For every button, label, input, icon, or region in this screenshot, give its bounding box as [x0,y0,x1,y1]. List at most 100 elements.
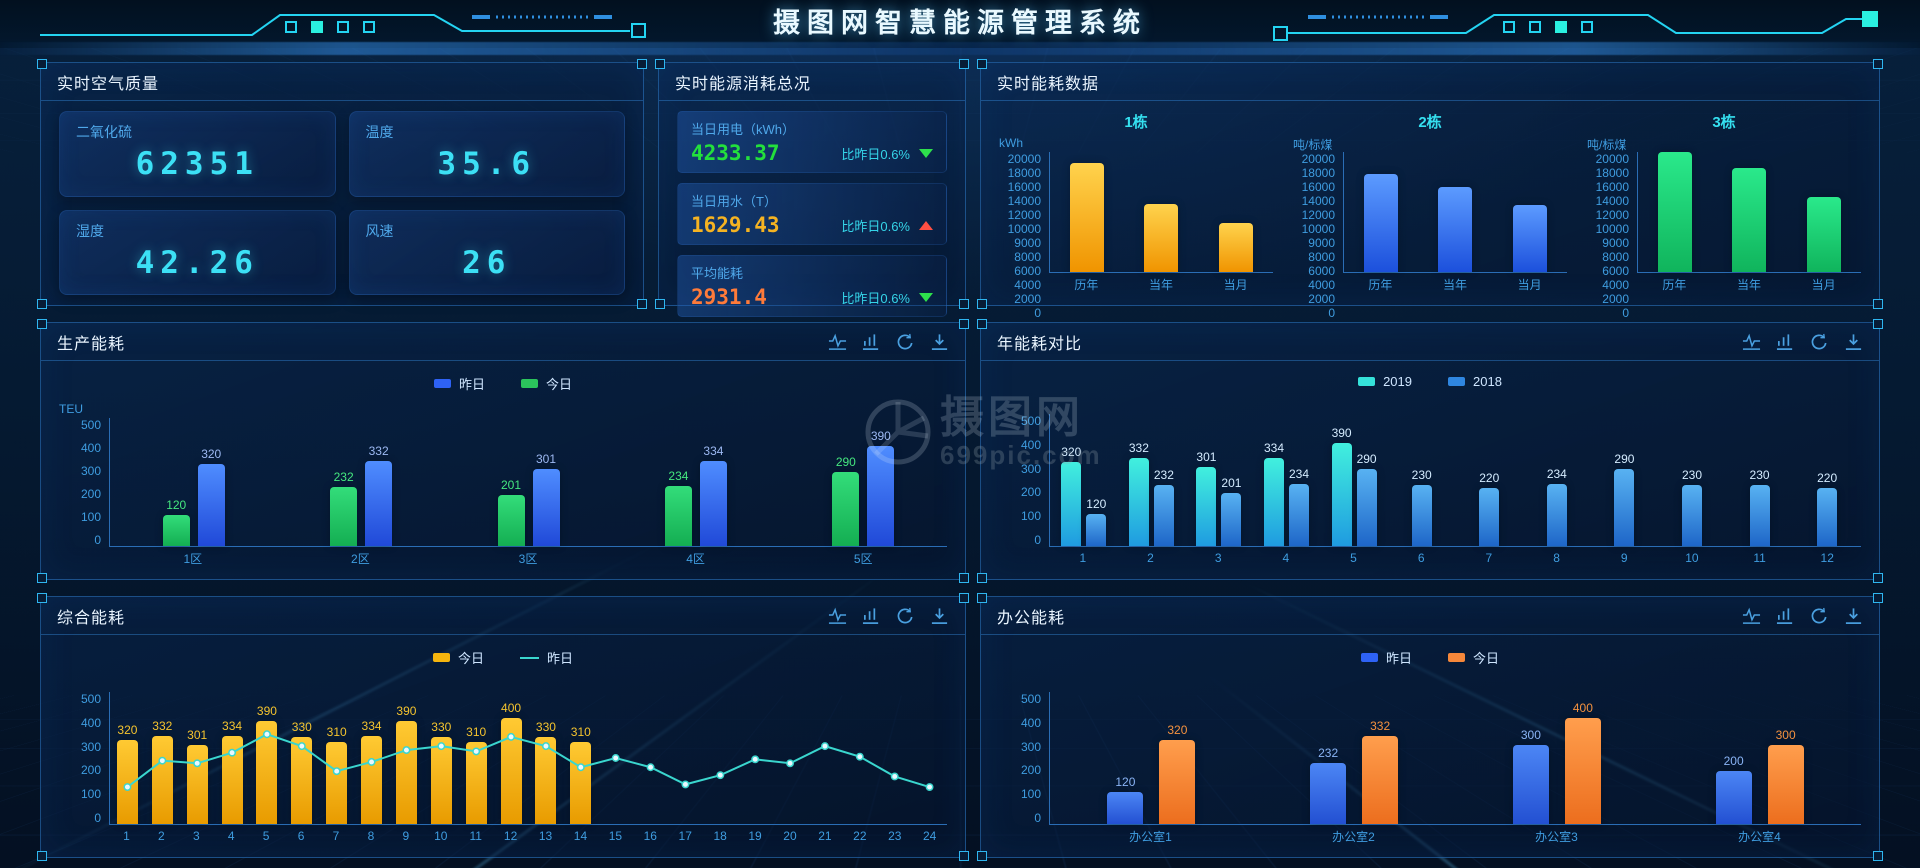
bar-chart-icon[interactable] [862,607,881,625]
bar-value-label: 201 [1221,475,1242,490]
y-axis-unit: TEU [59,402,83,416]
refresh-icon[interactable] [896,333,915,351]
bar: 232 [1154,468,1174,546]
legend-item[interactable]: 昨日 [433,374,485,393]
chart-office-energy: 昨日 今日 500 400 300 200 100 0 120 320 232 332 300 400 20… [999,645,1861,847]
stat-value: 4233.37 [691,141,780,165]
bar-value-label: 234 [668,469,689,484]
bar: 334 [1264,441,1284,546]
legend-swatch [521,379,538,388]
panel-title: 实时能源消耗总况 [675,75,812,93]
line-chart-icon[interactable] [828,607,847,625]
bar: 332 [1362,719,1399,824]
bar: 220 [1817,471,1837,546]
legend-swatch [1360,653,1378,662]
bar: 310 [326,725,348,824]
legend-item[interactable]: 今日 [521,374,572,393]
bar-value-label: 390 [1331,426,1352,441]
air-card-wind-speed: 风速 26 [348,209,625,295]
bar: 300 [1767,728,1804,824]
panel-air-quality: 实时空气质量 二氧化硫 62351 温度 35.6 湿度 42.26 风速 26 [37,59,647,306]
legend-item[interactable]: 昨日 [1360,648,1412,667]
legend-swatch [520,656,539,659]
bar: 301 [1196,450,1216,546]
x-axis-labels: 1 2 3 4 5 6 7 8 9 10 11 12 13 14 15 16 17 18 19 20 21 22 23 24 [123,829,937,843]
refresh-icon[interactable] [1810,607,1829,625]
chart-composite-energy: 今日 昨日 500 400 300 200 100 0 320 332 301 334 390 330 31… [59,645,947,847]
legend-label: 昨日 [1385,651,1412,666]
refresh-icon[interactable] [1810,333,1829,351]
bar-value-label: 290 [835,454,856,469]
bar [1070,162,1105,272]
bar: 290 [1357,452,1377,546]
bar [1438,187,1473,272]
y-axis-unit: 吨/标煤 [1293,138,1333,152]
bar: 120 [1107,775,1144,824]
stat-compare-label: 比昨日0.6% [841,218,910,234]
bar-chart-icon[interactable] [1776,333,1795,351]
legend-item[interactable]: 2018 [1448,374,1502,389]
bar-value-label: 232 [333,469,354,484]
chart-plot-area [1343,152,1567,273]
bar: 400 [1564,701,1601,824]
line-chart-icon[interactable] [828,333,847,351]
chart-legend: 今日 昨日 [59,645,947,676]
legend-label: 今日 [546,377,573,392]
bar-value-label: 334 [1264,440,1285,455]
bar-chart-icon[interactable] [1776,607,1795,625]
air-card-humidity: 湿度 42.26 [59,209,336,295]
legend-item[interactable]: 昨日 [520,648,573,667]
stat-water: 当日用水（T） 1629.43 比昨日0.6% [677,183,947,245]
bar [1364,173,1399,272]
download-icon[interactable] [1844,607,1863,625]
download-icon[interactable] [930,333,949,351]
legend-swatch [1448,653,1465,662]
bar: 201 [497,478,525,546]
bar-value-label: 300 [1520,727,1541,742]
air-card-value: 42.26 [135,244,259,281]
trend-down-icon [919,292,933,302]
bar-value-label: 332 [1128,441,1149,456]
bar-value-label: 230 [1749,468,1770,483]
legend-label: 2019 [1383,374,1412,389]
panel-title: 年能耗对比 [997,335,1083,353]
panel-yearly-comparison: 年能耗对比 2019 2018 500 400 300 200 100 0 320 120 332 2… [977,319,1883,580]
bar: 390 [395,704,417,824]
chart-legend: 昨日 今日 [999,645,1861,676]
legend-label: 今日 [1473,651,1500,666]
download-icon[interactable] [930,607,949,625]
x-axis-labels: 1区 2区 3区 4区 5区 [183,551,873,566]
legend-item[interactable]: 2019 [1358,374,1412,389]
legend-label: 昨日 [458,377,485,392]
bar-value-label: 220 [1817,470,1838,485]
bar-value-label: 234 [1289,467,1310,482]
bar-value-label: 334 [222,718,243,733]
legend-swatch [433,379,451,388]
bar: 301 [186,728,208,824]
download-icon[interactable] [1844,333,1863,351]
bar-value-label: 390 [870,429,891,444]
refresh-icon[interactable] [896,607,915,625]
legend-item[interactable]: 今日 [432,648,484,667]
legend-item[interactable]: 今日 [1448,648,1499,667]
bar: 332 [1129,441,1149,546]
line-chart-icon[interactable] [1742,333,1761,351]
chart-title: 1栋 [1124,114,1148,131]
chart-legend: 2019 2018 [999,371,1861,398]
chart-title: 2栋 [1418,114,1442,131]
panel-composite-energy: 综合能耗 今日 昨日 500 400 300 200 100 0 320 332 301 334 390… [37,593,969,858]
bar: 332 [365,444,393,546]
bar: 330 [430,720,452,824]
bar-chart-icon[interactable] [862,333,881,351]
air-card-value: 35.6 [437,146,537,182]
panel-realtime-energy: 实时能耗数据 1栋 kWh 20000 18000 16000 14000 12000 100… [977,59,1883,320]
line-chart-icon[interactable] [1742,607,1761,625]
air-card-label: 温度 [365,124,394,140]
panel-toolbar [1742,333,1863,351]
y-axis-unit: 吨/标煤 [1587,138,1627,152]
bar-value-label: 334 [361,718,382,733]
bar: 390 [867,429,895,546]
legend-label: 昨日 [547,651,574,666]
chart-plot-area [1049,152,1273,273]
y-axis-ticks: 500 400 300 200 100 0 [80,692,101,825]
